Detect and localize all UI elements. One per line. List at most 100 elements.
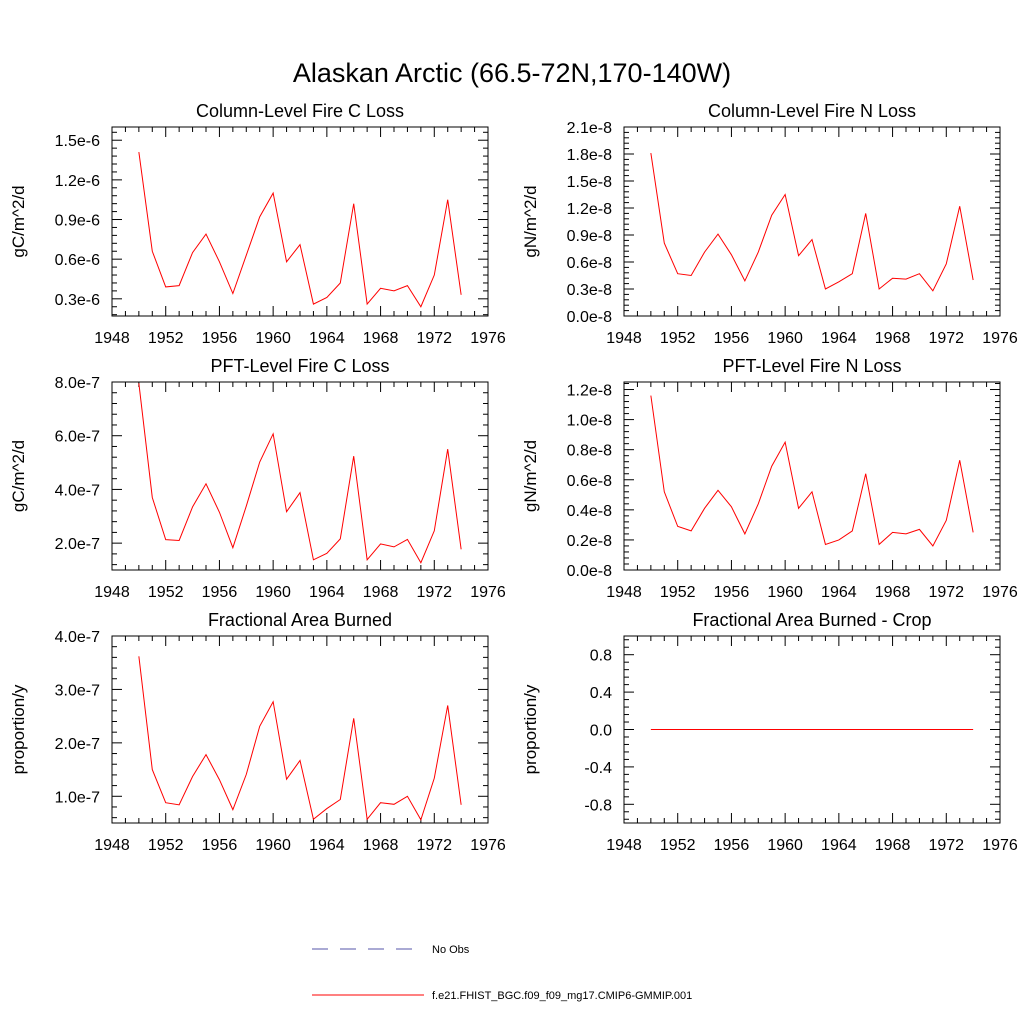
plot-frame (111, 126, 489, 317)
x-tick-label: 1972 (416, 330, 452, 347)
x-tick-label: 1964 (309, 330, 345, 347)
x-tick-label: 1972 (928, 837, 964, 854)
legend: No Obs f.e21.FHIST_BGC.f09_f09_mg17.CMIP… (312, 944, 692, 1002)
x-tick-label: 1968 (875, 330, 911, 347)
x-tick-label: 1948 (94, 837, 130, 854)
legend-label-no-obs: No Obs (432, 944, 470, 956)
y-tick-label: 4.0e-7 (55, 629, 100, 646)
y-tick-label: 1.5e-8 (567, 174, 612, 191)
x-tick-label: 1976 (982, 584, 1018, 601)
plot-frame (111, 381, 489, 571)
y-tick-label: 0.9e-6 (55, 213, 100, 230)
x-tick-label: 1960 (767, 330, 803, 347)
x-tick-label: 1956 (714, 330, 750, 347)
x-tick-label: 1960 (767, 584, 803, 601)
panel-title: Fractional Area Burned - Crop (692, 610, 931, 630)
y-tick-label: 3.0e-7 (55, 682, 100, 699)
x-tick-label: 1976 (982, 837, 1018, 854)
panel-col-c: Column-Level Fire C Loss gC/m^2/d 1948 1952… (9, 101, 506, 347)
y-axis-label: gN/m^2/d (521, 185, 540, 257)
y-axis-label: gC/m^2/d (9, 185, 28, 257)
x-tick-label: 1956 (202, 837, 238, 854)
plot-frame (623, 381, 1001, 571)
x-tick-label: 1964 (821, 837, 857, 854)
y-tick-label: 0.6e-8 (567, 255, 612, 272)
panel-title: Column-Level Fire N Loss (708, 101, 916, 121)
x-tick-label: 1968 (875, 837, 911, 854)
panel-title: PFT-Level Fire C Loss (210, 356, 389, 376)
y-tick-label: 0.3e-8 (567, 282, 612, 299)
panel-pft-c: PFT-Level Fire C Loss gC/m^2/d 1948 1952 195… (9, 356, 506, 601)
x-tick-label: 1964 (309, 584, 345, 601)
plot-frame (111, 635, 489, 824)
x-tick-label: 1960 (255, 837, 291, 854)
x-tick-label: 1976 (982, 330, 1018, 347)
y-tick-label: 0.6e-8 (567, 473, 612, 490)
x-tick-label: 1964 (821, 584, 857, 601)
y-tick-label: 0.2e-8 (567, 533, 612, 550)
y-tick-label: 2.1e-8 (567, 120, 612, 137)
x-tick-label: 1960 (255, 330, 291, 347)
panel-title: Column-Level Fire C Loss (196, 101, 404, 121)
x-tick-label: 1948 (94, 330, 130, 347)
x-tick-label: 1972 (416, 584, 452, 601)
y-tick-label: 2.0e-7 (55, 736, 100, 753)
x-tick-label: 1972 (416, 837, 452, 854)
x-tick-label: 1948 (606, 837, 642, 854)
x-tick-label: 1948 (94, 584, 130, 601)
y-tick-label: 6.0e-7 (55, 429, 100, 446)
y-tick-label: 2.0e-7 (55, 536, 100, 553)
x-tick-label: 1964 (821, 330, 857, 347)
plot-frame (623, 126, 1001, 317)
y-tick-label: 0.3e-6 (55, 292, 100, 309)
x-tick-label: 1956 (714, 584, 750, 601)
y-tick-label: 0.4e-8 (567, 503, 612, 520)
series-line (138, 152, 462, 308)
x-tick-label: 1976 (470, 584, 506, 601)
x-tick-label: 1952 (660, 330, 696, 347)
y-tick-label: 0.4 (590, 685, 612, 702)
panel-title: PFT-Level Fire N Loss (722, 356, 901, 376)
y-tick-label: 0.9e-8 (567, 228, 612, 245)
x-tick-label: 1968 (363, 330, 399, 347)
y-tick-label: 1.2e-6 (55, 173, 100, 190)
y-tick-label: -0.8 (584, 797, 612, 814)
y-tick-label: 1.2e-8 (567, 201, 612, 218)
y-axis-label: gN/m^2/d (521, 440, 540, 512)
x-tick-label: 1948 (606, 330, 642, 347)
series-line (650, 395, 974, 547)
y-tick-label: 1.0e-7 (55, 789, 100, 806)
legend-label-model: f.e21.FHIST_BGC.f09_f09_mg17.CMIP6-GMMIP… (432, 990, 692, 1002)
y-tick-label: -0.4 (584, 760, 612, 777)
y-tick-label: 0.8 (590, 648, 612, 665)
y-tick-label: 1.5e-6 (55, 133, 100, 150)
x-tick-label: 1952 (148, 837, 184, 854)
series-line (138, 383, 462, 564)
series-line (138, 656, 462, 822)
y-tick-label: 1.0e-8 (567, 413, 612, 430)
y-tick-label: 8.0e-7 (55, 375, 100, 392)
y-tick-label: 1.2e-8 (567, 383, 612, 400)
x-tick-label: 1956 (202, 330, 238, 347)
panel-grid: Column-Level Fire C Loss gC/m^2/d 1948 1952… (9, 101, 1018, 854)
x-tick-label: 1972 (928, 330, 964, 347)
x-tick-label: 1976 (470, 837, 506, 854)
y-axis-label: gC/m^2/d (9, 440, 28, 512)
x-tick-label: 1960 (255, 584, 291, 601)
panel-title: Fractional Area Burned (208, 610, 392, 630)
page-title: Alaskan Arctic (66.5-72N,170-140W) (293, 58, 731, 88)
x-tick-label: 1952 (660, 584, 696, 601)
x-tick-label: 1948 (606, 584, 642, 601)
panel-col-n: Column-Level Fire N Loss gN/m^2/d 1948 1952… (521, 101, 1018, 347)
x-tick-label: 1952 (660, 837, 696, 854)
y-axis-label: proportion/y (521, 684, 540, 774)
y-axis-label: proportion/y (9, 684, 28, 774)
x-tick-label: 1952 (148, 584, 184, 601)
panel-fab-crop: Fractional Area Burned - Crop proportion/… (521, 610, 1018, 854)
x-tick-label: 1976 (470, 330, 506, 347)
y-tick-label: 4.0e-7 (55, 482, 100, 499)
panel-fab: Fractional Area Burned proportion/y 1948 19… (9, 610, 506, 854)
x-tick-label: 1968 (875, 584, 911, 601)
y-tick-label: 1.8e-8 (567, 147, 612, 164)
